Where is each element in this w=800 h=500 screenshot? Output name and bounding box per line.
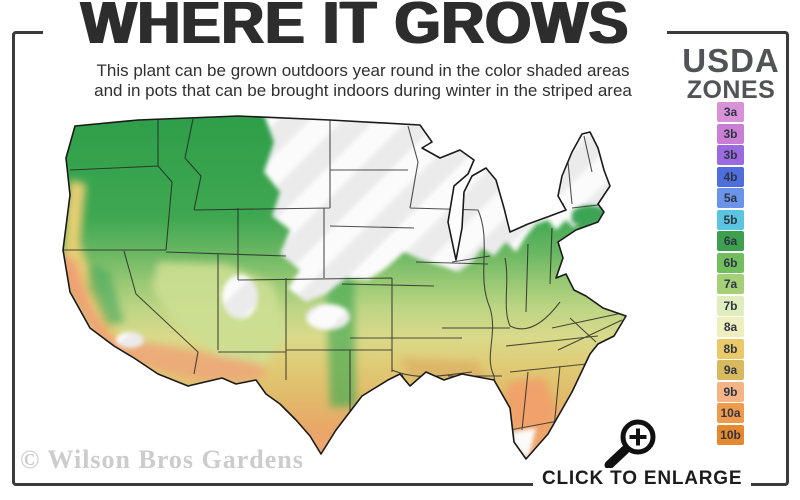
legend-zone-chip-3b: 3b (717, 123, 744, 144)
legend-zone-chip-9a: 9a (717, 360, 744, 380)
usda-zones-heading: USDA ZONES (678, 44, 784, 103)
subtitle-line2: and in pots that can be brought indoors … (94, 81, 632, 100)
usa-zones-map[interactable] (58, 112, 670, 464)
legend-zone-chip-4b: 4b (717, 166, 744, 187)
usda-label: USDA (682, 42, 780, 79)
legend-zone-chip-8b: 8b (717, 338, 744, 359)
legend-zone-chip-5b: 5b (717, 209, 744, 230)
legend-zone-chip-9b: 9b (717, 381, 744, 402)
subtitle: This plant can be grown outdoors year ro… (48, 61, 678, 101)
legend-zone-chip-6a: 6a (717, 231, 744, 251)
regional-zone-overlays (63, 180, 556, 434)
legend-zone-chip-6b: 6b (717, 252, 744, 273)
zones-label: ZONES (686, 76, 776, 104)
page-title: WHERE IT GROWS (43, 0, 667, 53)
legend-zone-chip-3a: 3a (717, 102, 744, 122)
zone-shading (63, 116, 626, 459)
us-map-graphic[interactable] (58, 112, 670, 464)
legend-zone-chip-7a: 7a (717, 274, 744, 294)
legend-zone-chip-7b: 7b (717, 295, 744, 316)
new-england-green-patch (572, 205, 610, 226)
legend-zone-chip-3b: 3b (717, 145, 744, 165)
click-to-enlarge-label[interactable]: CLICK TO ENLARGE (533, 468, 752, 490)
legend-zone-chip-5a: 5a (717, 188, 744, 208)
subtitle-line1: This plant can be grown outdoors year ro… (96, 61, 630, 80)
legend-zone-chip-10b: 10b (717, 424, 744, 445)
watermark-copyright: © Wilson Bros Gardens (20, 445, 304, 474)
legend-zone-chip-10a: 10a (717, 403, 744, 423)
legend-zone-chip-8a: 8a (717, 317, 744, 337)
magnifier-zoom-icon[interactable] (598, 416, 662, 472)
state-borders (63, 118, 626, 431)
usda-zones-legend: 3a 3b 3b 4b 5a 5b 6a 6b 7a 7b 8a 8b 9a 9b 10a 10b (717, 102, 744, 446)
